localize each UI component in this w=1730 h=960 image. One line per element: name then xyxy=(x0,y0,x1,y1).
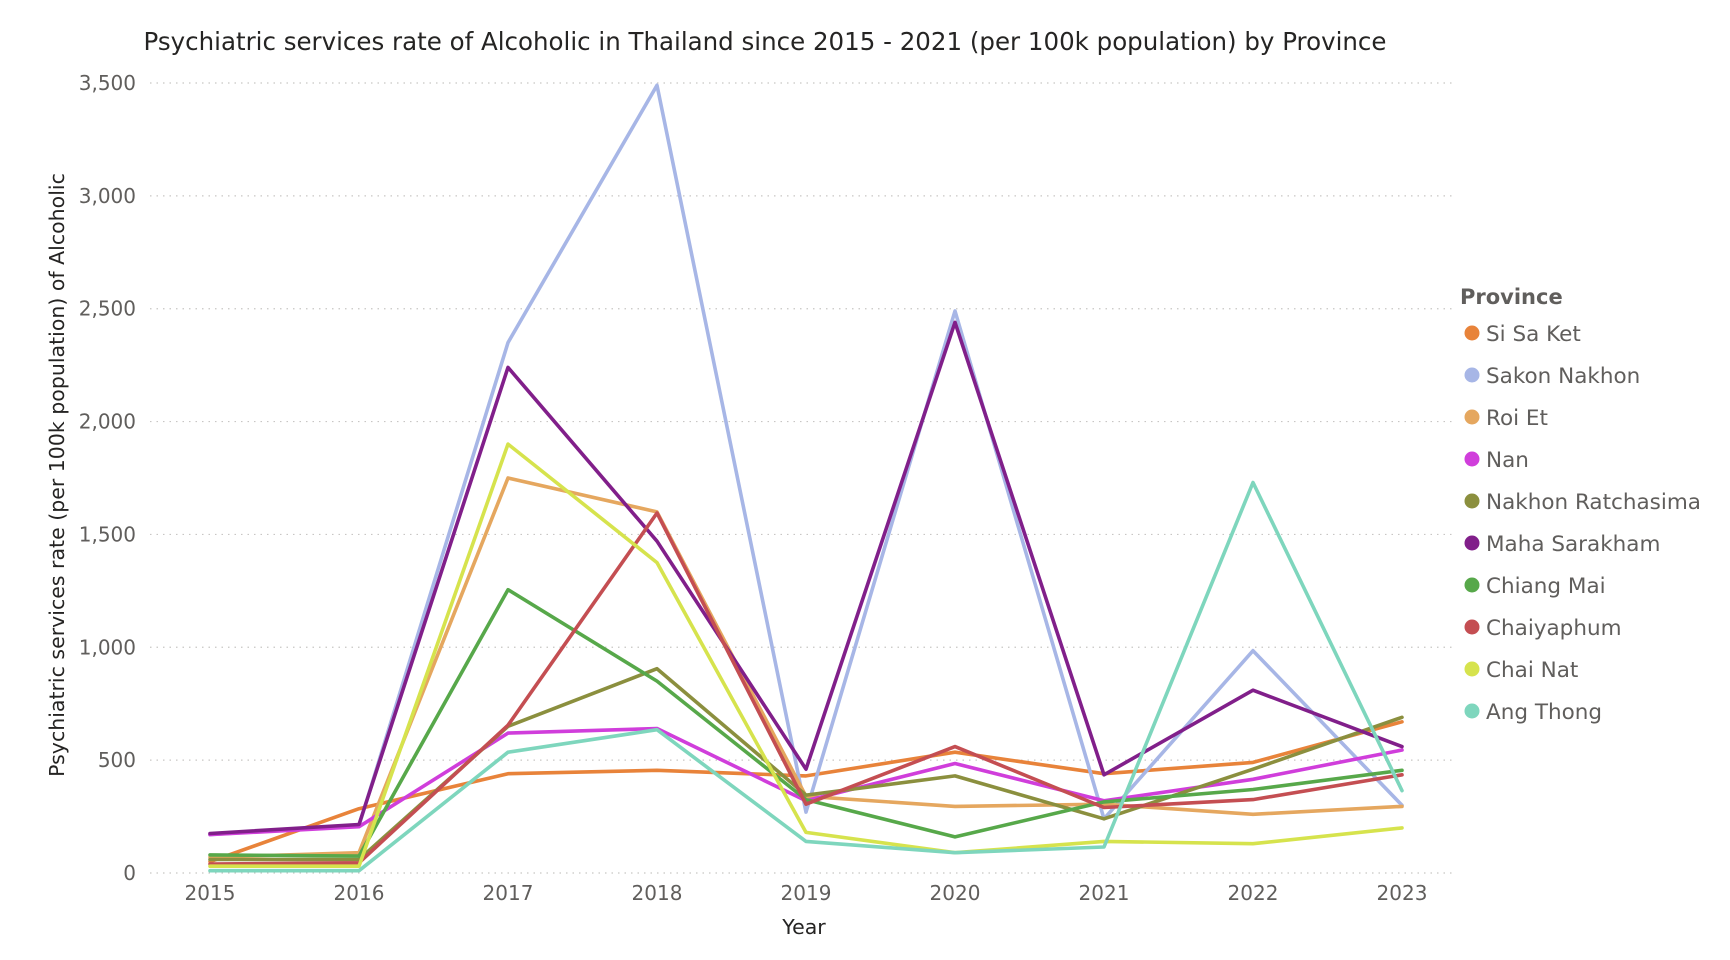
x-tick-label: 2022 xyxy=(1228,881,1279,905)
y-tick-label: 1,500 xyxy=(79,522,136,546)
legend-item-label: Chiang Mai xyxy=(1486,574,1606,599)
y-axis-ticks: 0 500 1,000 1,500 2,000 2,500 3,000 3,500 xyxy=(79,71,136,885)
legend-marker xyxy=(1464,535,1480,551)
legend-marker xyxy=(1464,493,1480,509)
x-tick-label: 2019 xyxy=(781,881,832,905)
series-line xyxy=(208,511,1404,866)
legend-item-label: Roi Et xyxy=(1486,406,1548,431)
y-tick-label: 2,500 xyxy=(79,297,136,321)
legend-marker xyxy=(1464,661,1480,677)
y-tick-label: 0 xyxy=(123,861,136,885)
series-line xyxy=(208,587,1404,858)
y-tick-label: 2,000 xyxy=(79,410,136,434)
legend: Province Si Sa Ket Sakon Nakhon Roi Et Nan N… xyxy=(1460,285,1701,725)
legend-item-label: Nan xyxy=(1486,448,1529,473)
legend-item-label: Chaiyaphum xyxy=(1486,616,1622,641)
legend-marker xyxy=(1464,325,1480,341)
x-tick-label: 2021 xyxy=(1079,881,1130,905)
x-tick-label: 2017 xyxy=(483,881,534,905)
y-tick-label: 3,000 xyxy=(79,184,136,208)
x-tick-label: 2020 xyxy=(930,881,981,905)
legend-marker xyxy=(1464,703,1480,719)
chart-title: Psychiatric services rate of Alcoholic i… xyxy=(144,27,1387,56)
x-tick-label: 2016 xyxy=(334,881,385,905)
x-tick-label: 2023 xyxy=(1377,881,1428,905)
legend-marker xyxy=(1464,619,1480,635)
legend-marker xyxy=(1464,577,1480,593)
y-tick-label: 1,000 xyxy=(79,635,136,659)
series-line xyxy=(208,442,1404,869)
legend-marker xyxy=(1464,409,1480,425)
legend-item-label: Ang Thong xyxy=(1486,700,1602,725)
legend-title: Province xyxy=(1460,285,1563,309)
series-line xyxy=(208,320,1404,836)
gridlines xyxy=(150,82,1455,874)
series-line xyxy=(208,480,1404,873)
legend-item-label: Maha Sarakham xyxy=(1486,532,1660,557)
legend-item-label: Nakhon Ratchasima xyxy=(1486,490,1701,515)
y-tick-label: 500 xyxy=(98,748,136,772)
x-axis-title: Year xyxy=(781,915,826,939)
x-tick-label: 2018 xyxy=(632,881,683,905)
y-axis-title: Psychiatric services rate (per 100k popu… xyxy=(45,173,69,777)
legend-marker xyxy=(1464,451,1480,467)
series-lines xyxy=(208,83,1404,873)
y-tick-label: 3,500 xyxy=(79,71,136,95)
legend-item-label: Chai Nat xyxy=(1486,658,1578,683)
x-axis-ticks: 2015 2016 2017 2018 2019 2020 2021 2022 2023 xyxy=(185,881,1428,905)
series-line xyxy=(208,83,1404,837)
legend-item-label: Si Sa Ket xyxy=(1486,322,1581,347)
x-tick-label: 2015 xyxy=(185,881,236,905)
legend-item-label: Sakon Nakhon xyxy=(1486,364,1640,389)
legend-marker xyxy=(1464,367,1480,383)
